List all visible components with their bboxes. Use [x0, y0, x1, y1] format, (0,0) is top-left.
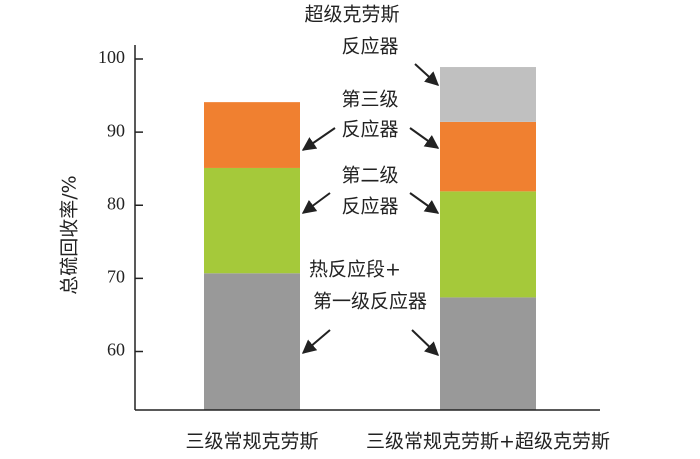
annotation-arrow	[414, 63, 440, 86]
annotation: 第二级	[341, 165, 398, 187]
annotation: 反应器	[341, 36, 398, 58]
annotation-arrow	[301, 127, 336, 151]
y-tick-label: 60	[107, 340, 125, 360]
x-tick-label: 三级常规克劳斯+超级克劳斯	[366, 431, 610, 453]
annotation-arrow	[301, 192, 331, 214]
bar-segment	[440, 191, 536, 298]
y-axis-label: 总硫回收率/%	[59, 175, 81, 294]
bar-segment	[204, 273, 300, 410]
y-tick-label: 90	[107, 120, 125, 140]
x-tick-label: 三级常规克劳斯	[185, 431, 318, 453]
annotation: 第三级	[341, 89, 398, 111]
annotation: 反应器	[341, 119, 398, 141]
y-tick-label: 70	[107, 267, 125, 287]
annotation: 超级克劳斯	[304, 4, 399, 26]
annotation-arrow	[411, 329, 440, 356]
y-tick-label: 100	[98, 47, 125, 67]
annotation: 第一级反应器	[313, 291, 427, 313]
annotation: 反应器	[341, 196, 398, 218]
bar-segment	[204, 102, 300, 168]
y-tick-label: 80	[107, 193, 125, 213]
annotation: 热反应段+	[309, 259, 401, 281]
bar-segment	[204, 167, 300, 274]
annotation-arrow	[301, 329, 331, 354]
annotation-arrow	[409, 192, 440, 214]
bar-segment	[440, 121, 536, 192]
bar-segment	[440, 67, 536, 122]
annotation-arrow	[409, 127, 440, 149]
bar-segment	[440, 297, 536, 410]
